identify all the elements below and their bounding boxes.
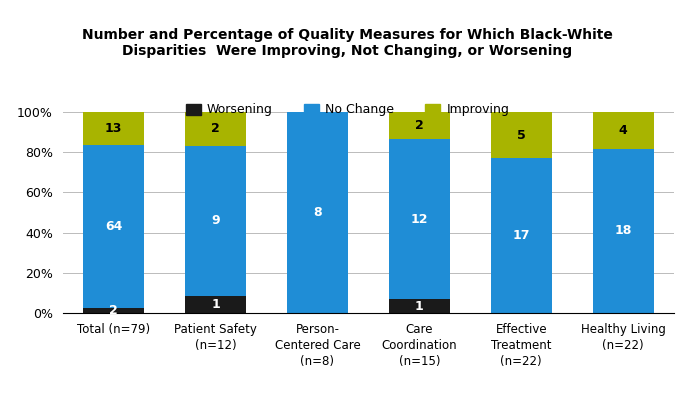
Text: 2: 2 (211, 122, 220, 136)
Bar (185, 296, 246, 313)
Bar (389, 112, 450, 139)
Text: 9: 9 (211, 215, 220, 227)
Bar (287, 112, 348, 313)
Text: 2: 2 (415, 119, 424, 132)
Text: 1: 1 (211, 298, 220, 311)
Legend: Worsening, No Change, Improving: Worsening, No Change, Improving (181, 99, 514, 122)
Bar (83, 308, 144, 313)
Text: 64: 64 (105, 220, 122, 233)
Bar (593, 149, 654, 313)
Text: 17: 17 (512, 229, 530, 242)
Text: 12: 12 (411, 213, 428, 226)
Text: 18: 18 (614, 224, 632, 237)
Bar (491, 112, 552, 158)
Bar (185, 112, 246, 146)
Bar (83, 112, 144, 145)
Text: 8: 8 (313, 206, 322, 219)
Text: 2: 2 (109, 304, 118, 317)
Text: Number and Percentage of Quality Measures for Which Black-White
Disparities  Wer: Number and Percentage of Quality Measure… (82, 28, 613, 58)
Bar (389, 300, 450, 313)
Text: 4: 4 (619, 124, 628, 137)
Bar (389, 139, 450, 300)
Text: 1: 1 (415, 300, 424, 313)
Bar (593, 112, 654, 149)
Bar (83, 145, 144, 308)
Text: 5: 5 (517, 129, 525, 142)
Text: 13: 13 (105, 122, 122, 135)
Bar (491, 158, 552, 313)
Bar (185, 146, 246, 296)
